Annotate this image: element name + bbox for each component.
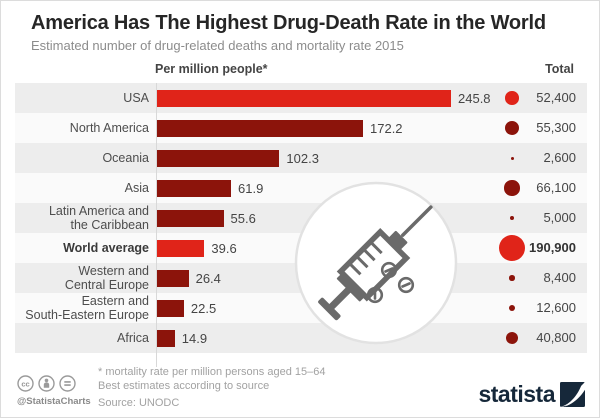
credit-handle: @StatistaCharts	[17, 396, 91, 407]
row-label: Africa	[117, 331, 149, 345]
axis-line	[156, 83, 157, 367]
page-title: America Has The Highest Drug-Death Rate …	[31, 12, 546, 34]
rate-value: 55.6	[230, 211, 256, 226]
rate-value: 14.9	[181, 331, 208, 346]
total-bubble	[510, 156, 514, 160]
chart-row: Oceania 102.3 2,600	[15, 143, 587, 173]
total-column-header: Total	[545, 62, 574, 76]
statista-logo-icon	[560, 382, 585, 407]
rate-bar	[157, 269, 189, 287]
syringe-icon	[294, 181, 458, 345]
statista-brand: statista	[478, 381, 585, 408]
total-value: 40,800	[536, 330, 576, 345]
source-line: Source: UNODC	[98, 397, 180, 409]
total-bubble	[506, 332, 518, 344]
rate-bar	[157, 89, 451, 107]
row-label: Latin America and the Caribbean	[48, 204, 149, 232]
row-label: North America	[69, 121, 149, 135]
rate-bar	[157, 119, 363, 137]
rate-bar	[157, 209, 224, 227]
cc-license-icon: cc	[17, 375, 34, 392]
chart-row: Asia 61.9 66,100	[15, 173, 587, 203]
svg-text:cc: cc	[21, 379, 29, 388]
rate-value: 172.2	[370, 121, 403, 136]
footnote-line-2: Best estimates according to source	[98, 380, 270, 392]
license-block: cc @StatistaCharts	[17, 375, 97, 407]
row-label: Eastern and South-Eastern Europe	[25, 294, 149, 322]
row-label: Asia	[124, 181, 149, 195]
chart-row: USA 245.8 52,400	[15, 83, 587, 113]
rate-value: 61.9	[238, 181, 264, 196]
total-bubble	[499, 235, 525, 261]
pills-icon	[366, 261, 415, 304]
rate-value: 26.4	[195, 271, 221, 286]
rate-value: 22.5	[190, 301, 217, 316]
total-value: 66,100	[536, 180, 576, 195]
rate-bar	[157, 329, 175, 347]
total-value: 8,400	[543, 270, 576, 285]
chart-subtitle: Estimated number of drug-related deaths …	[31, 38, 404, 53]
total-value: 5,000	[543, 210, 576, 225]
total-bubble	[505, 91, 519, 105]
total-value: 190,900	[529, 240, 576, 255]
rate-value: 39.6	[211, 241, 237, 256]
total-bubble	[509, 215, 515, 221]
rate-column-header: Per million people*	[155, 62, 268, 76]
total-value: 2,600	[543, 150, 576, 165]
row-label: Western and Central Europe	[64, 264, 149, 292]
total-bubble	[504, 180, 520, 196]
attribution-icon	[38, 375, 55, 392]
syringe-illustration	[293, 180, 459, 346]
total-value: 12,600	[536, 300, 576, 315]
chart-row: North America 172.2 55,300	[15, 113, 587, 143]
total-bubble	[505, 121, 519, 135]
rate-value: 245.8	[458, 91, 491, 106]
rate-bar	[157, 239, 205, 257]
rate-value: 102.3	[286, 151, 319, 166]
rate-bar	[157, 299, 184, 317]
row-label: USA	[123, 91, 149, 105]
row-label: Oceania	[102, 151, 149, 165]
footnote-line-1: * mortality rate per million persons age…	[98, 366, 326, 378]
no-derivatives-icon	[59, 375, 76, 392]
chart-row: Eastern and South-Eastern Europe 22.5 12,60…	[15, 293, 587, 323]
total-value: 55,300	[536, 120, 576, 135]
row-label: World average	[63, 241, 149, 255]
total-bubble	[509, 275, 515, 281]
rate-bar	[157, 179, 231, 197]
statista-wordmark: statista	[478, 381, 555, 407]
footnotes: * mortality rate per million persons age…	[98, 365, 325, 410]
rate-bar	[157, 149, 280, 167]
total-value: 52,400	[536, 90, 576, 105]
chart-row: Africa 14.9 40,800	[15, 323, 587, 353]
chart-row: Latin America and the Caribbean 55.6 5,000	[15, 203, 587, 233]
total-bubble	[508, 304, 516, 312]
